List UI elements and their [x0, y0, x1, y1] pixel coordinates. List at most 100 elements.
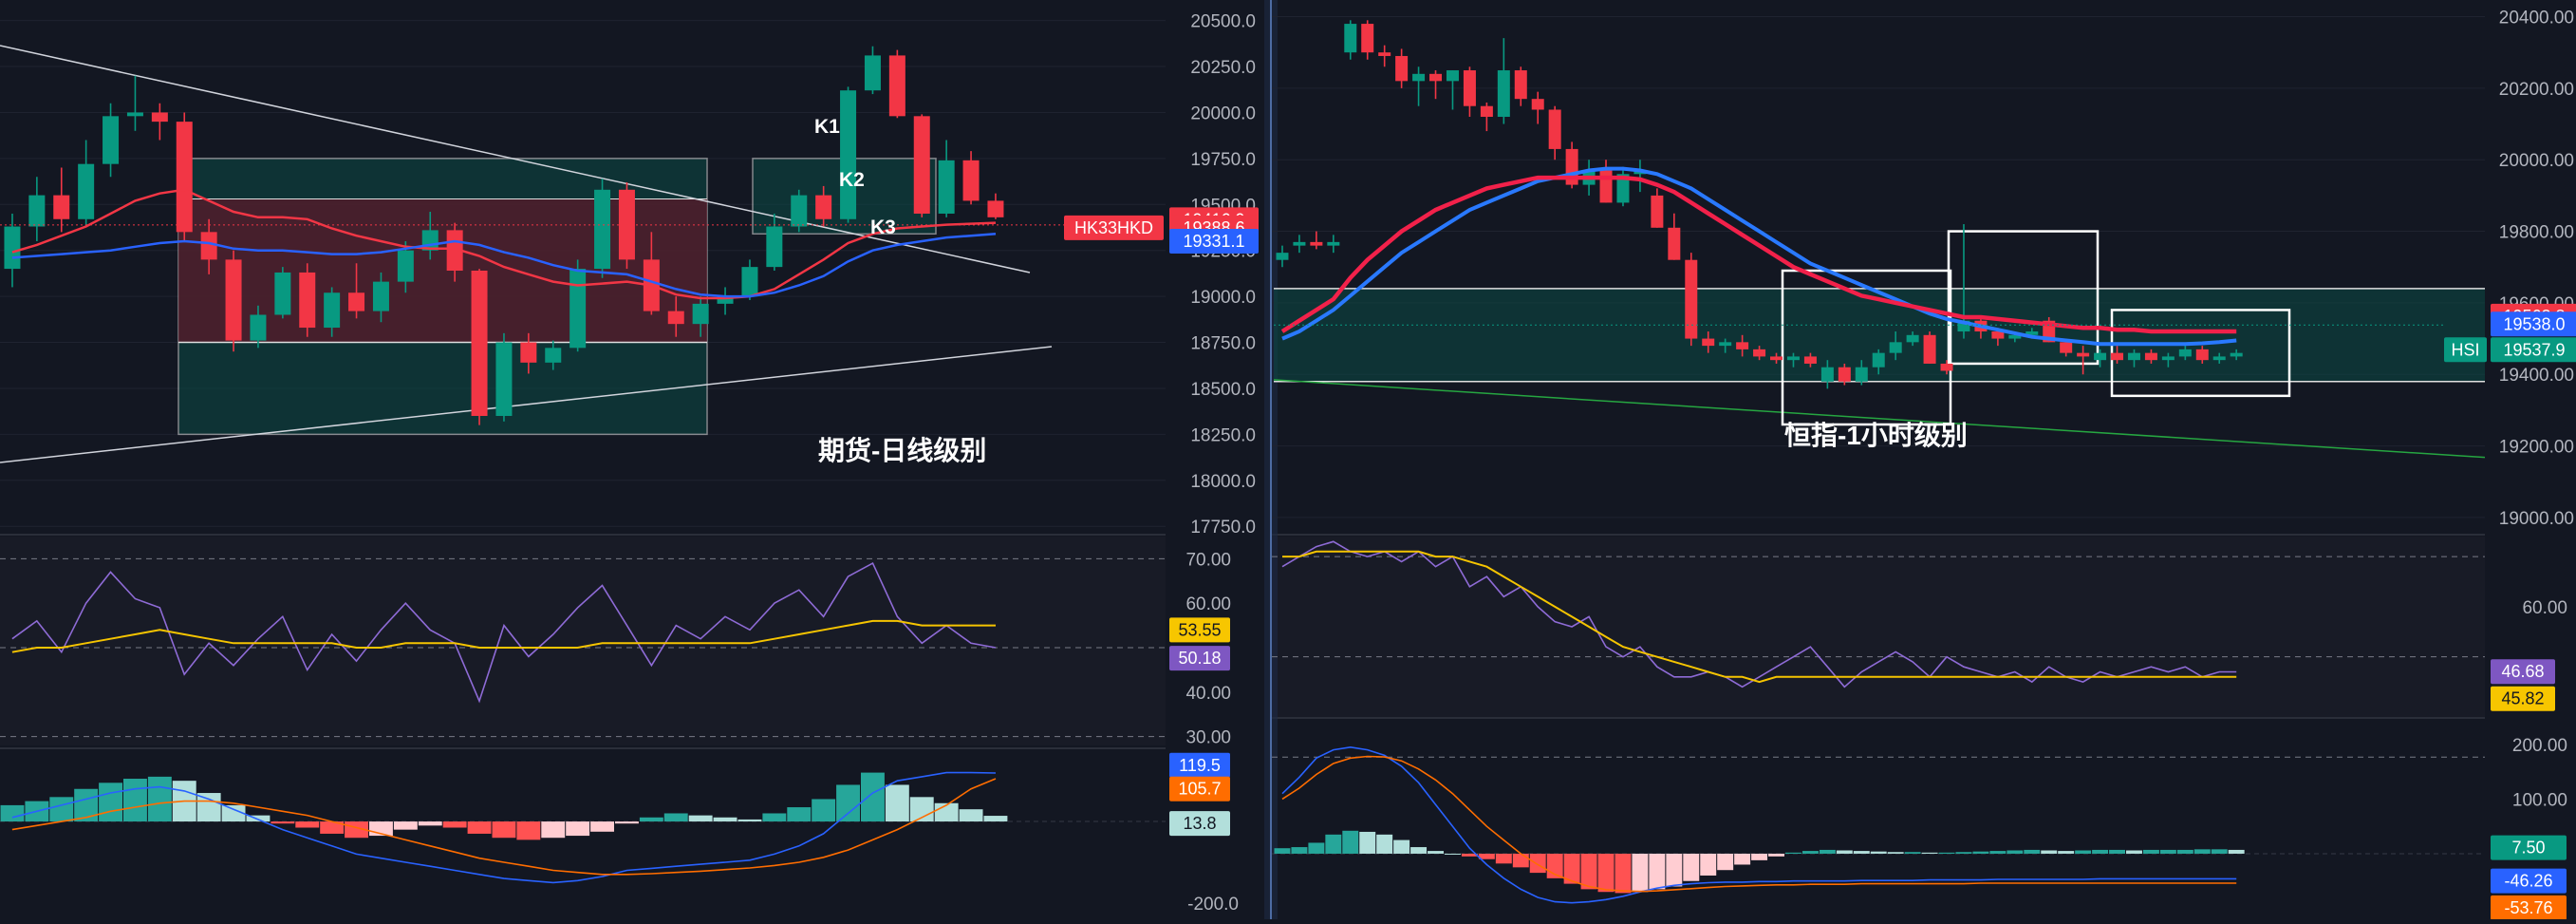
right-macd-line	[1281, 745, 2237, 904]
right-rsi-line	[1281, 540, 2237, 688]
right-candle	[1736, 342, 1749, 349]
right-rsi-tag-bg	[2491, 686, 2555, 711]
right-candle	[1548, 109, 1561, 149]
left-macd-hist-bar	[442, 821, 467, 828]
right-rsi-signal	[1282, 550, 2237, 684]
right-candle	[1651, 195, 1664, 228]
right-candle	[1820, 367, 1834, 382]
left-price-tag-bg	[1169, 228, 1259, 254]
right-rsi-tag-bg	[2491, 659, 2555, 685]
left-macd-hist-bar	[492, 821, 516, 839]
right-macd-hist-bar	[1734, 853, 1751, 865]
right-candle	[1497, 70, 1510, 118]
left-candle	[225, 259, 242, 341]
left-candle	[569, 269, 587, 349]
right-macd-hist-bar	[1580, 853, 1597, 890]
right-macd-hist-bar	[1870, 851, 1887, 854]
right-candle	[1991, 331, 2005, 339]
left-rsi-pane	[0, 537, 1166, 745]
left-rsi-tick: 60.00	[1185, 594, 1231, 614]
right-macd-hist-bar	[1410, 847, 1428, 854]
left-price-tick: 18750.0	[1190, 334, 1256, 354]
right-macd-hist-bar	[2142, 849, 2159, 854]
right-price-tag: 19538.0	[2503, 314, 2565, 333]
left-macd-hist-bar	[74, 788, 99, 822]
left-macd-hist-bar	[541, 821, 566, 839]
left-macd-tick: -200.0	[1187, 895, 1239, 915]
left-macd-tag: 119.5	[1179, 756, 1221, 775]
right-candle	[2230, 352, 2243, 357]
right-box-2	[1947, 230, 2100, 366]
right-macd-hist-bar	[2092, 849, 2109, 854]
left-macd-hist-bar	[271, 821, 295, 824]
left-candle	[28, 195, 46, 227]
right-price-tick: 19800.00	[2499, 223, 2574, 243]
right-candle	[1395, 55, 1409, 82]
right-symbol-tag: HSI	[2451, 340, 2479, 359]
left-candle	[667, 311, 684, 325]
right-price-tick: 19000.00	[2499, 509, 2574, 529]
right-macd-hist-bar	[1853, 851, 1870, 854]
right-candle	[2111, 352, 2124, 361]
right-candle	[1310, 241, 1323, 246]
right-candle	[1753, 349, 1766, 357]
right-box-1	[1781, 269, 1952, 426]
left-rsi-tag-bg	[1169, 646, 1230, 671]
right-macd-hist-bar	[2159, 849, 2176, 854]
right-candle	[1770, 356, 1783, 361]
left-candle	[348, 292, 365, 311]
right-macd-hist-bar	[1989, 851, 2007, 854]
right-macd-hist-bar	[2228, 849, 2245, 854]
left-price-tick: 18000.0	[1190, 472, 1256, 492]
right-macd-hist-bar	[1768, 853, 1784, 857]
left-macd-hist-bar	[516, 821, 541, 840]
left-macd-hist-bar	[688, 815, 713, 822]
left-macd-hist-bar	[663, 813, 688, 822]
left-candle	[987, 200, 1004, 217]
left-macd-hist-bar	[99, 783, 122, 822]
left-candle	[372, 281, 389, 311]
right-candle	[2161, 356, 2175, 361]
right-macd-hist-bar	[1325, 834, 1342, 854]
left-macd-hist-bar	[123, 779, 147, 822]
left-symbol-tag: HK33HKD	[1074, 218, 1153, 237]
right-macd-hist-bar	[2126, 850, 2142, 854]
left-price-tick: 19750.0	[1190, 150, 1256, 170]
right-candle	[1786, 356, 1800, 361]
right-ma-red	[1280, 175, 2237, 334]
left-macd-tag: 13.8	[1183, 814, 1216, 833]
left-candle	[103, 116, 120, 164]
left-macd-hist-bar	[418, 821, 442, 826]
right-macd-hist-bar	[2058, 851, 2075, 854]
right-macd-tag: 7.50	[2511, 839, 2545, 858]
right-candle	[1957, 320, 1970, 332]
left-price-tag: 19331.1	[1183, 232, 1244, 251]
right-candle	[1685, 259, 1698, 339]
right-candle	[2077, 352, 2090, 357]
right-macd-tag-bg	[2491, 868, 2567, 894]
candle-label-k2: K2	[839, 169, 865, 191]
left-symbol-tag-bg	[1064, 215, 1164, 240]
right-macd-hist-bar	[1683, 853, 1700, 881]
right-candle	[1668, 227, 1681, 260]
right-candle	[1514, 70, 1527, 100]
right-price-tag-bg	[2491, 337, 2576, 363]
right-macd-hist-bar	[1649, 853, 1666, 890]
right-macd-hist-bar	[1887, 852, 1904, 854]
left-candle	[274, 272, 291, 315]
right-macd-hist-bar	[2176, 849, 2193, 854]
right-candle	[2025, 331, 2039, 335]
right-price-tag-bg	[2491, 311, 2576, 337]
right-candle	[1327, 241, 1340, 246]
left-macd-hist-bar	[639, 817, 663, 822]
left-candle	[913, 116, 930, 214]
left-price-tick: 20000.0	[1190, 104, 1256, 123]
right-macd-hist-bar	[1478, 853, 1495, 859]
right-macd-tick: 200.00	[2512, 736, 2567, 756]
right-macd-hist-bar	[1921, 852, 1938, 854]
right-candle	[1412, 73, 1426, 82]
left-macd-hist-bar	[959, 809, 983, 822]
right-price-tag: 19537.9	[2503, 340, 2565, 359]
right-macd-tag-bg	[2491, 895, 2567, 920]
left-macd-hist-bar	[320, 821, 345, 834]
